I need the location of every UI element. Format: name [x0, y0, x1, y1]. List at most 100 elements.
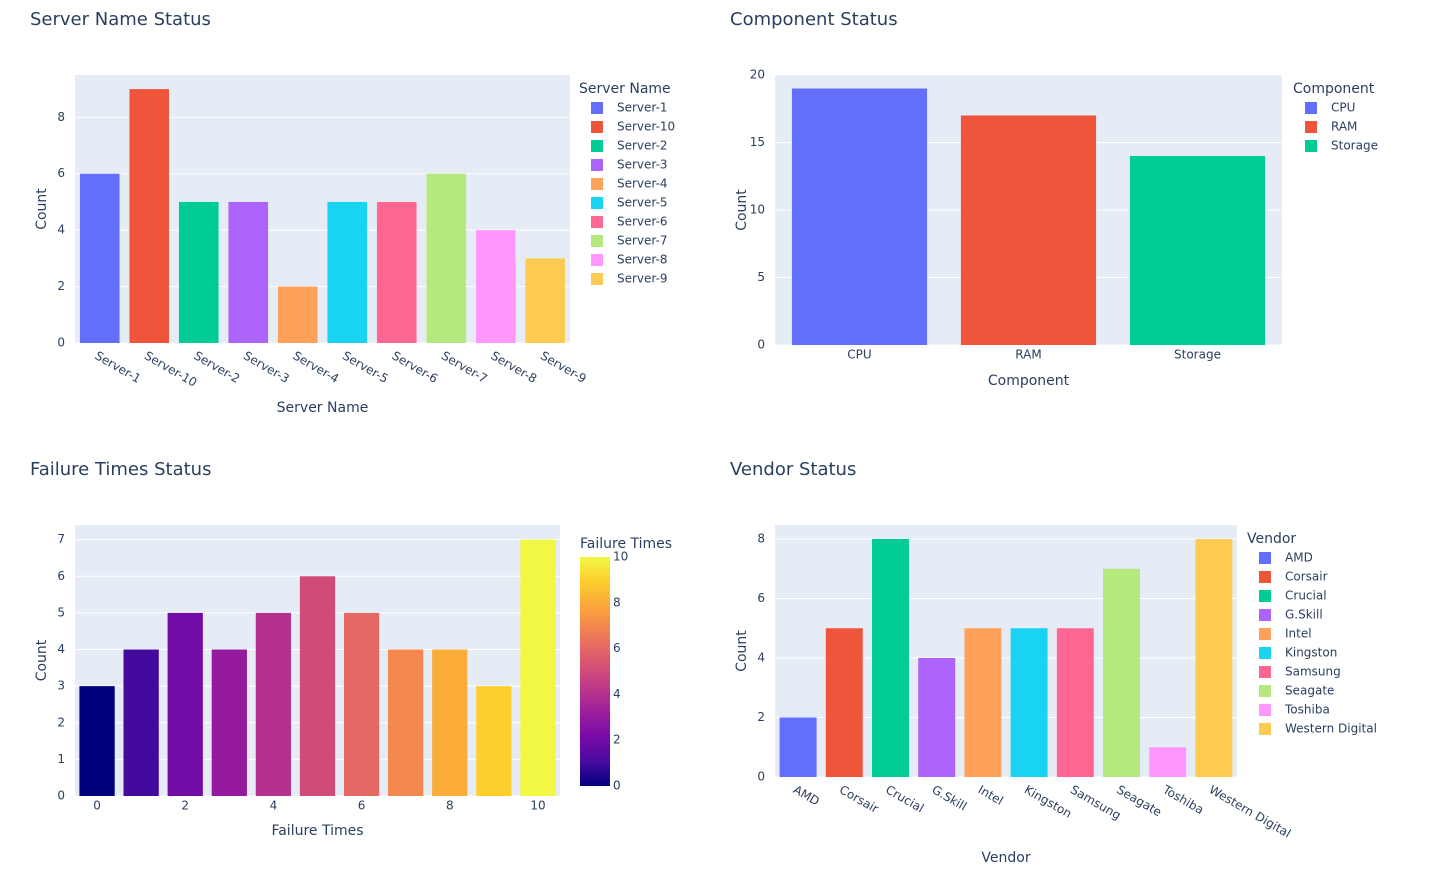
y-tick-label: 5 [57, 605, 65, 619]
x-tick-label: 10 [530, 799, 545, 813]
legend-title: Server Name [579, 81, 671, 97]
bar [343, 612, 380, 796]
bar [476, 686, 512, 796]
legend-label: Server-4 [617, 177, 668, 191]
x-tick-label: Crucial [883, 783, 926, 816]
x-tick-label: 4 [270, 799, 278, 813]
colorbar-tick-label: 0 [613, 779, 621, 793]
bar [167, 612, 203, 796]
legend-swatch [591, 140, 603, 152]
legend-swatch [1259, 571, 1271, 583]
legend-swatch [1259, 723, 1271, 735]
colorbar [580, 557, 610, 786]
legend-swatch [591, 159, 603, 171]
bar [376, 201, 417, 343]
bar [277, 286, 318, 343]
legend-label: RAM [1331, 120, 1357, 134]
chart-title: Server Name Status [30, 9, 211, 30]
x-tick-label: Samsung [1068, 783, 1123, 823]
legend-label: Toshiba [1284, 703, 1330, 717]
bar [1149, 747, 1187, 777]
x-tick-label: 0 [93, 799, 101, 813]
bar [791, 88, 928, 345]
y-tick-label: 5 [757, 270, 765, 284]
legend-label: Intel [1285, 627, 1312, 641]
chart-panel: Server Name Status 0 2 4 6 8 Count Server Name S… [30, 9, 675, 416]
bar [1056, 628, 1094, 777]
x-axis-label: Failure Times [271, 823, 363, 839]
chart-title: Component Status [730, 9, 898, 30]
x-tick-label: Server-1 [93, 349, 144, 386]
x-tick-label: Server-7 [439, 349, 490, 386]
colorbar-tick-label: 10 [613, 550, 628, 564]
legend-label: Server-9 [617, 272, 668, 286]
x-tick-label: Corsair [837, 783, 881, 816]
bar [432, 649, 468, 796]
y-tick-label: 6 [757, 591, 765, 605]
legend-label: Server-5 [617, 196, 668, 210]
bar [964, 628, 1002, 777]
bar [1103, 568, 1140, 777]
legend-swatch [591, 216, 603, 228]
y-tick-label: 10 [750, 203, 765, 217]
legend-swatch [591, 102, 603, 114]
bar [426, 173, 467, 343]
bar [79, 686, 115, 796]
x-tick-label: Server-3 [241, 349, 292, 386]
y-axis-label: Count [734, 630, 750, 672]
y-tick-label: 8 [57, 110, 65, 124]
x-tick-label: 2 [181, 799, 189, 813]
legend-swatch [591, 121, 603, 133]
bar [1129, 156, 1266, 345]
bar [327, 201, 368, 343]
y-axis-label: Count [34, 639, 50, 681]
legend-swatch [1259, 552, 1271, 564]
y-tick-label: 6 [57, 569, 65, 583]
bar [872, 538, 909, 777]
y-tick-label: 20 [750, 68, 765, 82]
y-tick-label: 2 [757, 710, 765, 724]
colorbar-tick-label: 8 [613, 595, 621, 609]
bar [79, 173, 120, 343]
x-axis-label: Server Name [277, 400, 369, 416]
legend-title: Component [1293, 81, 1375, 97]
legend-swatch [1305, 140, 1317, 152]
x-tick-label: Server-10 [142, 349, 199, 390]
legend-label: CPU [1331, 101, 1355, 115]
x-tick-label: Server-8 [489, 349, 540, 386]
y-axis-label: Count [734, 189, 750, 231]
legend-label: G.Skill [1285, 608, 1323, 622]
bar [178, 201, 219, 343]
y-tick-label: 4 [57, 642, 65, 656]
bar [525, 258, 566, 343]
y-tick-label: 3 [57, 679, 65, 693]
legend-label: Server-10 [617, 120, 675, 134]
x-tick-label: Storage [1174, 348, 1221, 362]
x-tick-label: Server-6 [390, 349, 441, 386]
x-axis-label: Component [988, 373, 1070, 389]
bar [475, 230, 516, 343]
legend-label: Server-1 [617, 101, 668, 115]
legend-label: Server-7 [617, 234, 668, 248]
x-tick-label: CPU [847, 348, 871, 362]
x-tick-label: G.Skill [929, 783, 969, 814]
x-tick-label: Kingston [1022, 783, 1074, 821]
legend-label: Server-2 [617, 139, 668, 153]
legend-swatch [591, 273, 603, 285]
legend-label: Server-6 [617, 215, 668, 229]
bar [228, 201, 269, 343]
y-tick-label: 0 [757, 770, 765, 784]
y-tick-label: 2 [57, 715, 65, 729]
bar [779, 717, 817, 777]
y-tick-label: 15 [750, 135, 765, 149]
x-tick-label: 6 [358, 799, 366, 813]
legend-swatch [591, 178, 603, 190]
y-tick-label: 6 [57, 166, 65, 180]
y-tick-label: 1 [57, 752, 65, 766]
y-tick-label: 0 [57, 336, 65, 350]
legend-label: Kingston [1285, 646, 1337, 660]
chart-title: Vendor Status [730, 459, 856, 480]
legend-label: Samsung [1285, 665, 1341, 679]
